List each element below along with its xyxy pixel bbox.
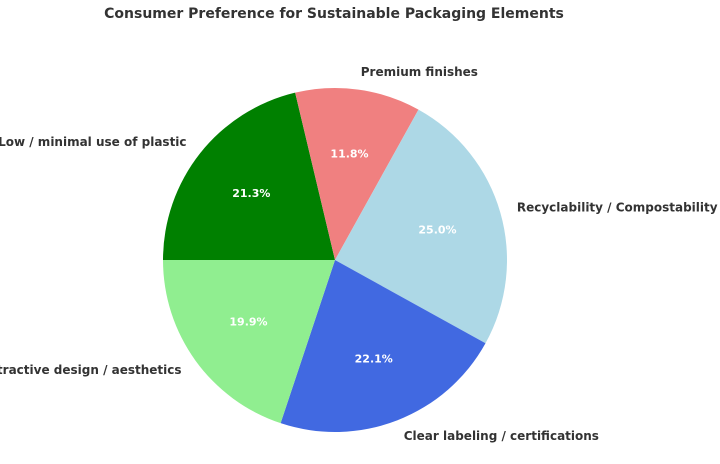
slice-label-4: Clear labeling / certifications — [404, 429, 599, 443]
pie-slice-4 — [280, 260, 486, 432]
pie-slice-5 — [163, 260, 335, 424]
pie-slices — [163, 87, 507, 432]
slice-percent-5: 19.9% — [229, 315, 267, 328]
pie-percent-labels: 21.3% 11.8% 25.0% 22.1% 19.9% — [229, 147, 456, 365]
pie-slice-2 — [295, 87, 419, 260]
slice-percent-4: 22.1% — [355, 352, 393, 365]
pie-slice-1 — [163, 92, 335, 261]
slice-label-5: Attractive design / aesthetics — [0, 363, 182, 377]
slice-label-3: Recyclability / Compostability — [517, 200, 718, 214]
slice-percent-1: 21.3% — [232, 187, 270, 200]
chart-title: Consumer Preference for Sustainable Pack… — [104, 6, 564, 22]
pie-slice-3 — [335, 109, 507, 344]
pie-labels: Low / minimal use of plastic Premium fini… — [0, 65, 718, 443]
slice-label-1: Low / minimal use of plastic — [0, 135, 187, 149]
slice-label-2: Premium finishes — [361, 65, 478, 79]
slice-percent-3: 25.0% — [418, 224, 456, 237]
slice-percent-2: 11.8% — [330, 147, 368, 160]
